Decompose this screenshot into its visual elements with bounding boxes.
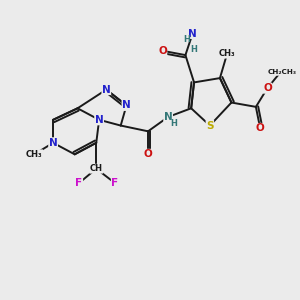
Text: O: O [158, 46, 167, 56]
Text: H: H [190, 45, 197, 54]
Text: H: H [170, 119, 177, 128]
Text: O: O [256, 123, 265, 134]
Text: N: N [102, 85, 111, 94]
Text: N: N [49, 138, 58, 148]
Text: O: O [263, 83, 272, 93]
Text: CH₃: CH₃ [219, 49, 236, 58]
Text: N: N [95, 115, 103, 125]
Text: N: N [188, 28, 197, 38]
Text: F: F [111, 178, 118, 188]
Text: N: N [164, 112, 172, 122]
Text: H: H [183, 35, 190, 44]
Text: O: O [144, 149, 152, 159]
Text: CH₃: CH₃ [26, 150, 43, 159]
Text: N: N [122, 100, 131, 110]
Text: CH: CH [90, 164, 103, 173]
Text: S: S [206, 121, 214, 130]
Text: F: F [75, 178, 82, 188]
Text: CH₂CH₃: CH₂CH₃ [267, 69, 296, 75]
